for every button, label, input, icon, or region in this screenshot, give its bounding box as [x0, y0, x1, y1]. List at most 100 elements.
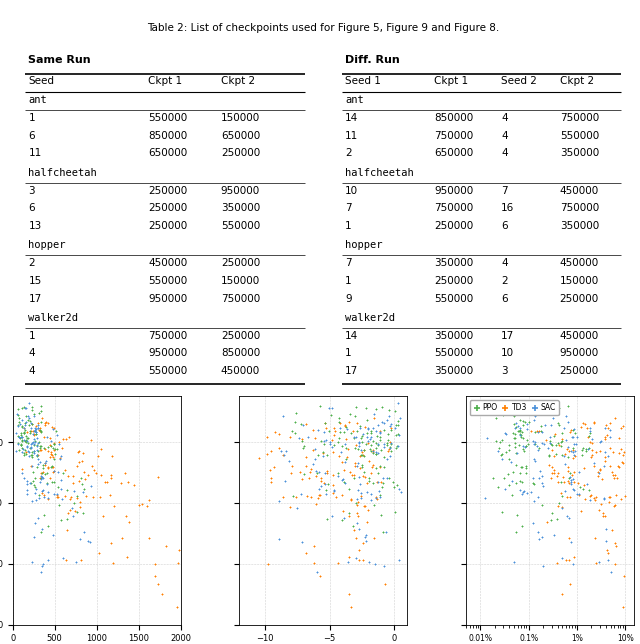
Point: [49, 445, 60, 455]
Point: [80, 474, 90, 484]
Point: [174, 545, 184, 555]
Point: [595, 465, 605, 475]
Point: [348, 521, 358, 531]
Point: [364, 424, 374, 434]
Text: 550000: 550000: [434, 294, 473, 303]
Point: [536, 471, 547, 481]
Point: [498, 410, 508, 420]
Point: [106, 451, 116, 461]
Point: [316, 473, 326, 483]
Point: [573, 477, 583, 488]
Point: [49, 489, 59, 500]
Point: [49, 439, 60, 449]
Point: [504, 445, 514, 455]
Point: [495, 403, 505, 413]
Point: [275, 443, 285, 453]
Point: [68, 478, 78, 488]
Point: [363, 439, 373, 449]
Point: [323, 513, 333, 524]
Point: [53, 493, 63, 503]
Point: [565, 492, 575, 502]
Point: [43, 554, 53, 565]
Point: [320, 468, 330, 478]
Point: [35, 424, 45, 435]
Point: [556, 488, 566, 498]
Point: [350, 458, 360, 468]
Point: [507, 490, 517, 500]
Text: 9: 9: [345, 294, 351, 303]
Point: [17, 443, 28, 453]
Point: [375, 426, 385, 437]
Point: [371, 449, 381, 459]
Point: [369, 500, 379, 511]
Point: [491, 435, 501, 446]
Point: [20, 417, 30, 428]
Point: [548, 402, 559, 413]
Point: [346, 494, 356, 504]
Point: [22, 433, 32, 443]
Point: [61, 434, 72, 444]
Point: [543, 459, 554, 469]
Point: [501, 428, 511, 439]
Point: [40, 469, 50, 479]
Point: [568, 439, 579, 450]
Point: [515, 415, 525, 425]
Point: [340, 442, 351, 453]
Point: [31, 445, 42, 455]
Point: [34, 493, 44, 503]
Text: 10: 10: [345, 185, 358, 196]
Point: [75, 497, 85, 507]
Point: [355, 545, 365, 555]
Point: [379, 439, 389, 449]
Point: [48, 443, 58, 453]
Point: [564, 478, 574, 488]
Point: [603, 548, 613, 558]
Point: [560, 459, 570, 469]
Point: [554, 437, 564, 448]
Point: [517, 489, 527, 499]
Point: [538, 500, 548, 511]
Point: [383, 435, 393, 446]
Point: [325, 439, 335, 450]
Point: [96, 470, 106, 480]
Point: [61, 554, 71, 565]
Point: [557, 553, 567, 563]
Text: 250000: 250000: [434, 221, 473, 231]
Point: [21, 403, 31, 413]
Point: [577, 450, 588, 460]
Point: [290, 417, 300, 428]
Point: [33, 450, 44, 460]
Text: 350000: 350000: [434, 330, 473, 341]
Point: [513, 426, 524, 437]
Point: [495, 437, 505, 447]
Point: [548, 413, 558, 423]
Point: [22, 436, 32, 446]
Point: [33, 437, 43, 448]
Point: [582, 479, 592, 489]
Point: [21, 410, 31, 421]
Point: [569, 552, 579, 562]
Text: 2: 2: [28, 258, 35, 268]
Point: [584, 485, 594, 495]
Point: [278, 411, 288, 421]
Point: [554, 403, 564, 413]
Text: 7: 7: [345, 204, 351, 213]
Point: [586, 490, 596, 500]
Point: [357, 447, 367, 457]
Point: [382, 453, 392, 464]
Point: [45, 473, 55, 483]
Point: [528, 518, 538, 529]
Point: [593, 466, 603, 477]
Text: 350000: 350000: [560, 221, 599, 231]
Point: [52, 490, 62, 500]
Point: [504, 440, 514, 450]
Point: [511, 526, 521, 536]
Point: [335, 422, 345, 433]
Point: [345, 409, 355, 419]
Point: [52, 430, 62, 440]
Point: [47, 461, 57, 471]
Point: [45, 433, 55, 443]
Point: [316, 435, 326, 446]
Point: [297, 536, 307, 547]
Point: [362, 530, 372, 540]
